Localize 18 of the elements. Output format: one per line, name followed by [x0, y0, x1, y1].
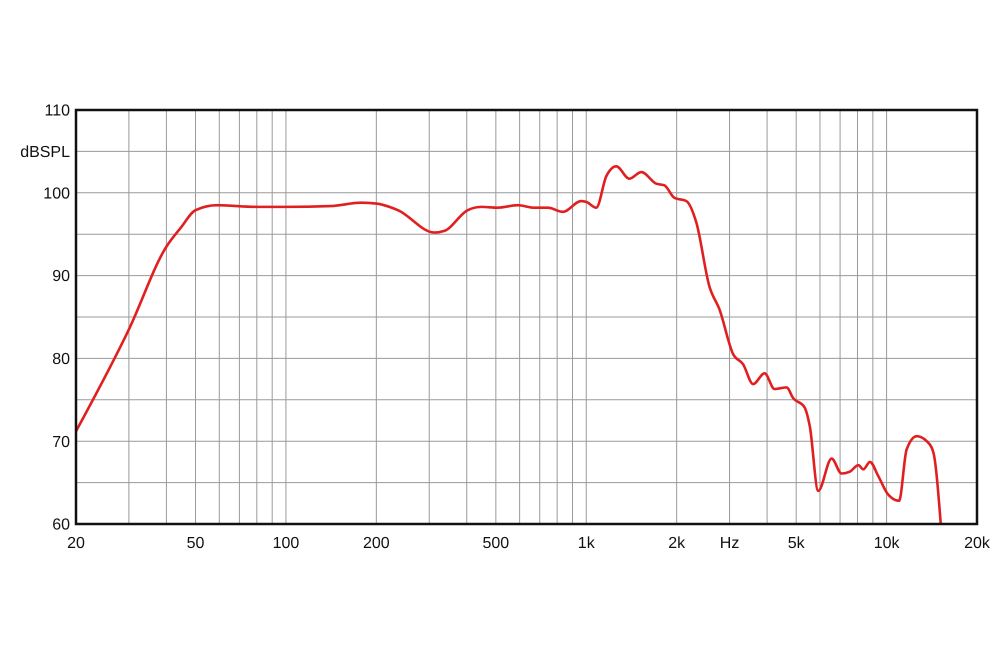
x-tick-label: 20k: [964, 535, 991, 552]
x-tick-label: Hz: [720, 535, 740, 552]
x-tick-label: 5k: [788, 535, 806, 552]
y-tick-label: dBSPL: [20, 144, 70, 161]
x-tick-label: 1k: [578, 535, 596, 552]
y-tick-label: 80: [52, 351, 70, 368]
y-tick-label: 100: [43, 185, 70, 202]
y-tick-label: 90: [52, 268, 70, 286]
x-tick-label: 10k: [874, 535, 900, 552]
x-tick-label: 2k: [668, 535, 686, 552]
x-tick-label: 100: [272, 535, 300, 552]
x-tick-label: 20: [67, 535, 85, 552]
x-tick-label: 200: [362, 535, 390, 552]
x-tick-label: 500: [482, 535, 510, 552]
y-tick-label: 60: [52, 516, 70, 534]
x-tick-label: 50: [186, 535, 205, 552]
y-tick-label: 110: [44, 102, 70, 120]
y-tick-label: 70: [52, 434, 70, 451]
